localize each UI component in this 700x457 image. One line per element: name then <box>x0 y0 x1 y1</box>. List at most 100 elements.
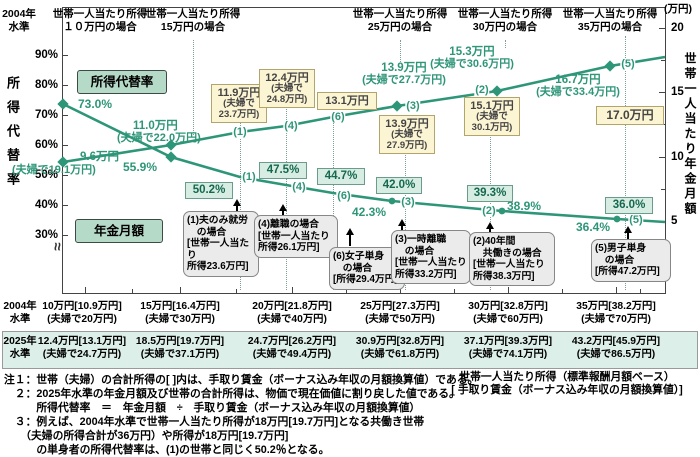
rate-box-case3: 42.0% <box>376 177 422 194</box>
pension-box-case1-l3: 23.7万円) <box>218 108 260 120</box>
row-2004-cell-35: 35万円[38.2万円] (夫婦で70万円) <box>560 300 672 326</box>
row-2025-cell-30: 37.1万円[39.3万円] (夫婦で74.1万円) <box>452 335 564 361</box>
rate-mark-4: (4) <box>291 181 307 193</box>
rate-mark-3: (3) <box>400 196 416 208</box>
cell-c: (夫婦で74.1万円) <box>468 349 548 360</box>
rate-55-9: 55.9% <box>123 160 158 174</box>
cell-v: 15万円[16.4万円] <box>140 301 220 312</box>
bottom-minor-tick <box>132 289 133 293</box>
left-tick <box>62 55 68 56</box>
x-axis-caption: 世帯一人当たり所得（標準報酬月額ベース） [ 手取り賃金（ボーナス込み年収の月額… <box>436 371 698 397</box>
left-tick <box>62 175 68 176</box>
cell-c: (夫婦で20万円) <box>47 314 117 325</box>
row-2025-highlight <box>2 331 698 369</box>
pension-15-3-couple: (夫婦で30.6万円) <box>430 58 514 70</box>
case-box-5-l3: [所得47.2万円] <box>595 266 660 277</box>
pension-box-case6-l1: 13.1万円 <box>325 95 369 107</box>
right-tick-5: 5 <box>671 215 678 227</box>
col-header-15: 世帯一人当たり所得 15万円の場合 <box>133 8 253 34</box>
left-axis-line <box>62 7 63 293</box>
case-box-2-l4: 所得38.3万円] <box>473 270 535 282</box>
col-header-30: 世帯一人当たり所得 30万円の場合 <box>445 8 565 34</box>
era-2004-header: 2004年 水準 <box>0 8 38 34</box>
row-2025-cell-25: 30.9万円[32.8万円] (夫婦で61.8万円) <box>344 335 456 361</box>
col-header-25: 世帯一人当たり所得 25万円の場合 <box>340 8 460 34</box>
pension-box-case3: 13.9万円 (夫婦で 27.9万円) <box>379 115 435 154</box>
pension-box-case1-l2: (夫婦で <box>223 98 255 109</box>
col-header-15-l1: 世帯一人当たり所得 <box>145 8 241 20</box>
pension-15-3-value: 15.3万円 <box>449 46 495 58</box>
cell-v: 43.2万円[45.9万円] <box>571 336 661 347</box>
bottom-tick <box>616 287 617 293</box>
pension-box-case2-l2: (夫婦で <box>476 111 508 122</box>
col-header-35-l1: 世帯一人当たり所得 <box>562 8 658 20</box>
pension-box-case3-l3: 27.9万円) <box>386 139 428 151</box>
bottom-minor-tick <box>562 289 563 293</box>
bottom-tick <box>85 287 86 293</box>
pension-13-9-couple: (夫婦で27.7万円) <box>362 74 446 86</box>
arrow-case1 <box>233 199 241 212</box>
row-2025-cell-10: 12.4万円[13.1万円] (夫婦で24.7万円) <box>26 335 138 361</box>
rate-73: 73.0% <box>78 97 113 111</box>
pension-16-7-couple: (夫婦で33.4万円) <box>536 86 620 98</box>
x-axis-caption-l2: [ 手取り賃金（ボーナス込み年収の月額換算値）] <box>451 384 683 396</box>
pension-9-6: 9.6万円 <box>80 151 119 163</box>
guide-line-case6 <box>333 112 334 290</box>
guide-line-case4 <box>286 106 287 290</box>
cell-v: 10万円[10.9万円] <box>42 301 122 312</box>
left-tick <box>62 85 68 86</box>
bottom-minor-tick <box>454 289 455 293</box>
cell-c: (夫婦で30万円) <box>145 314 215 325</box>
bottom-tick <box>180 287 181 293</box>
pension-box-case4: 12.4万円 (夫婦で 24.8万円) <box>259 69 315 108</box>
pension-box-case3-l2: (夫婦で <box>391 129 423 140</box>
pension-box-case3-l1: 13.9万円 <box>385 118 429 130</box>
pension-16-7-value: 16.7万円 <box>555 74 601 86</box>
era-2004-line1: 2004年 <box>2 8 36 20</box>
left-axis-title: 所得代替率 <box>5 76 20 196</box>
right-axis-title: 世帯一人当たり年金月額 <box>683 52 697 217</box>
guide-stub-30 <box>505 40 506 48</box>
pension-box-case2-l3: 30.1万円) <box>471 121 513 133</box>
case-box-6-l2: の場合 <box>333 262 373 274</box>
col-header-10-l1: 世帯一人当たり所得 <box>52 8 148 20</box>
left-tick-30: 30% <box>34 229 58 241</box>
pension-box-case4-l3: 24.8万円) <box>266 93 308 105</box>
rate-36-4: 36.4% <box>576 220 611 234</box>
row-2004-label-l1: 2004年 <box>3 301 37 312</box>
col-header-30-l2: 30万円の場合 <box>472 21 538 33</box>
bottom-axis-line <box>62 293 666 294</box>
cell-c: (夫婦で60万円) <box>473 314 543 325</box>
col-header-10-l2: １０万円の場合 <box>63 21 137 33</box>
cell-v: 35万円[38.2万円] <box>576 301 656 312</box>
cell-v: 12.4万円[13.1万円] <box>37 336 127 347</box>
legend-replacement-rate: 所得代替率 <box>77 70 167 94</box>
case-box-6-l1: (6)女子単身 <box>333 251 385 262</box>
pension-box-case4-l1: 12.4万円 <box>265 72 309 84</box>
pension-box-case1: 11.9万円 (夫婦で 23.7万円) <box>211 84 267 123</box>
rate-42-3: 42.3% <box>352 205 387 219</box>
cell-v: 30万円[32.8万円] <box>468 301 548 312</box>
cell-v: 20万円[21.8万円] <box>252 301 332 312</box>
rate-mark-2: (2) <box>481 205 497 217</box>
bottom-minor-tick <box>640 289 641 293</box>
footnote-3b: （夫婦の所得合計が36万円）や所得が18万円[19.7万円] <box>4 430 289 442</box>
case-box-2-l3: [世帯一人当たり <box>473 259 545 270</box>
case-box-1-l1: (1)夫のみ就労 <box>187 215 248 226</box>
right-tick-20: 20 <box>671 22 684 34</box>
footnotes: 注１：世帯（夫婦）の合計所得の[ ]内は、手取り賃金（ボーナス込み年収の月額換算… <box>4 373 478 457</box>
case-box-2-l1: (2)40年間 <box>473 236 516 247</box>
row-2025-cell-20: 24.7万円[26.2万円] (夫婦で49.4万円) <box>236 335 348 361</box>
row-2004-cell-30: 30万円[32.8万円] (夫婦で60万円) <box>452 300 564 326</box>
col-header-30-l1: 世帯一人当たり所得 <box>457 8 553 20</box>
left-tick-90: 90% <box>34 49 58 61</box>
cell-v: 25万円[27.3万円] <box>360 301 440 312</box>
cell-c: (夫婦で40万円) <box>257 314 327 325</box>
cell-v: 37.1万円[39.3万円] <box>463 336 553 347</box>
cell-c: (夫婦で50万円) <box>365 314 435 325</box>
row-2025-label-l2: 水準 <box>9 349 31 360</box>
x-axis-caption-l1: 世帯一人当たり所得（標準報酬月額ベース） <box>459 371 675 383</box>
left-tick <box>62 115 68 116</box>
case-box-4-l1: (4)離職の場合 <box>258 219 319 230</box>
